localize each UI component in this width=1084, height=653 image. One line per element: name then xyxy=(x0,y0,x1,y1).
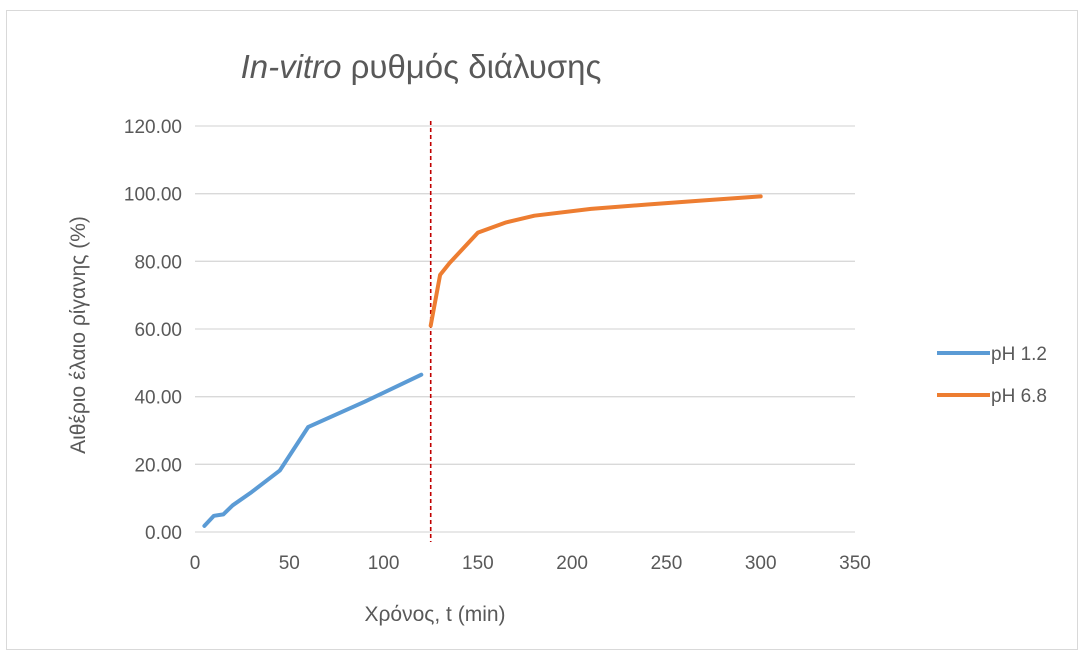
gridlines xyxy=(195,125,855,533)
x-axis-ticks: 0 50 100 150 200 250 300 350 xyxy=(190,553,871,574)
chart-title-rest: ρυθμός διάλυσης xyxy=(341,48,601,85)
x-tick-label: 200 xyxy=(556,553,588,574)
chart-title-italic: In-vitro xyxy=(241,48,342,85)
x-tick-label: 350 xyxy=(839,553,871,574)
y-axis-title: Αιθέριο έλαιο ρίγανης (%) xyxy=(67,216,90,454)
y-tick-label: 100.00 xyxy=(124,185,182,206)
y-tick-label: 120.00 xyxy=(124,117,182,138)
x-tick-label: 50 xyxy=(279,553,300,574)
chart-svg: In-vitro ρυθμός διάλυσης 0.00 20.00 40.00 6… xyxy=(67,48,1047,626)
legend: pH 1.2 pH 6.8 xyxy=(937,344,1047,407)
x-tick-label: 100 xyxy=(368,553,400,574)
y-tick-label: 0.00 xyxy=(145,523,182,544)
y-tick-label: 60.00 xyxy=(134,320,182,341)
x-tick-label: 150 xyxy=(462,553,494,574)
chart-title: In-vitro ρυθμός διάλυσης xyxy=(241,48,602,85)
series-layer xyxy=(202,194,763,528)
y-tick-label: 80.00 xyxy=(134,252,182,273)
y-axis-ticks: 0.00 20.00 40.00 60.00 80.00 100.00 120.00 xyxy=(124,117,182,544)
chart-area: In-vitro ρυθμός διάλυσης 0.00 20.00 40.00 6… xyxy=(6,10,1078,650)
x-tick-label: 300 xyxy=(745,553,777,574)
x-tick-label: 0 xyxy=(190,553,201,574)
y-tick-label: 40.00 xyxy=(134,388,182,409)
series-line-2 xyxy=(428,194,763,328)
series-line-1 xyxy=(202,372,424,528)
legend-label-2: pH 6.8 xyxy=(991,386,1047,407)
x-tick-label: 250 xyxy=(651,553,683,574)
x-axis-title: Χρόνος, t (min) xyxy=(364,603,505,626)
y-tick-label: 20.00 xyxy=(134,455,182,476)
legend-label-1: pH 1.2 xyxy=(991,344,1047,365)
